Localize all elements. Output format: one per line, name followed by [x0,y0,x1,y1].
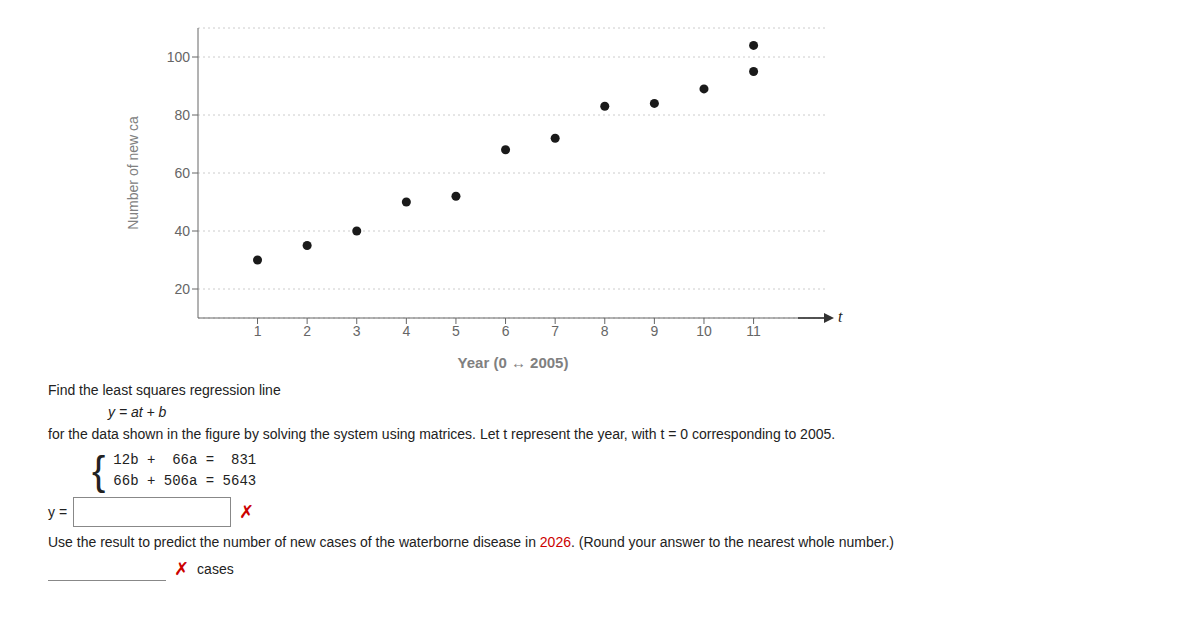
svg-text:7: 7 [551,323,559,339]
svg-text:100: 100 [167,49,191,65]
svg-text:5: 5 [452,323,460,339]
svg-text:20: 20 [174,281,190,297]
html-text:Use the result to predict the: Use the result to predict the number of … [48,534,894,550]
html-text:t: t [838,308,843,325]
html-text:Find the least squares regress: Find the least squares regression line [48,382,281,398]
svg-text:80: 80 [174,107,190,123]
svg-text:3: 3 [353,323,361,339]
svg-text:8: 8 [601,323,609,339]
html-text:y =: y = [48,504,68,520]
svg-text:6: 6 [502,323,510,339]
svg-text:4: 4 [402,323,410,339]
html-text:cases: cases [197,561,234,577]
svg-text:Year (0 ↔ 2005): Year (0 ↔ 2005) [458,354,569,371]
svg-text:11: 11 [746,323,761,339]
svg-text:40: 40 [174,223,190,239]
svg-text:1: 1 [254,323,262,339]
html-text:66b + 506a = 5643: 66b + 506a = 5643 [113,473,257,489]
html-text:12b + 66a = 831: 12b + 66a = 831 [113,452,257,468]
html-text:for the data shown in the figu: for the data shown in the figure by solv… [48,426,836,442]
svg-text:60: 60 [174,165,190,181]
html-text:y = at + b: y = at + b [108,404,167,420]
svg-text:9: 9 [650,323,658,339]
svg-text:10: 10 [696,323,712,339]
svg-text:2: 2 [303,323,311,339]
svg-text:Number of new ca: Number of new ca [125,116,141,230]
